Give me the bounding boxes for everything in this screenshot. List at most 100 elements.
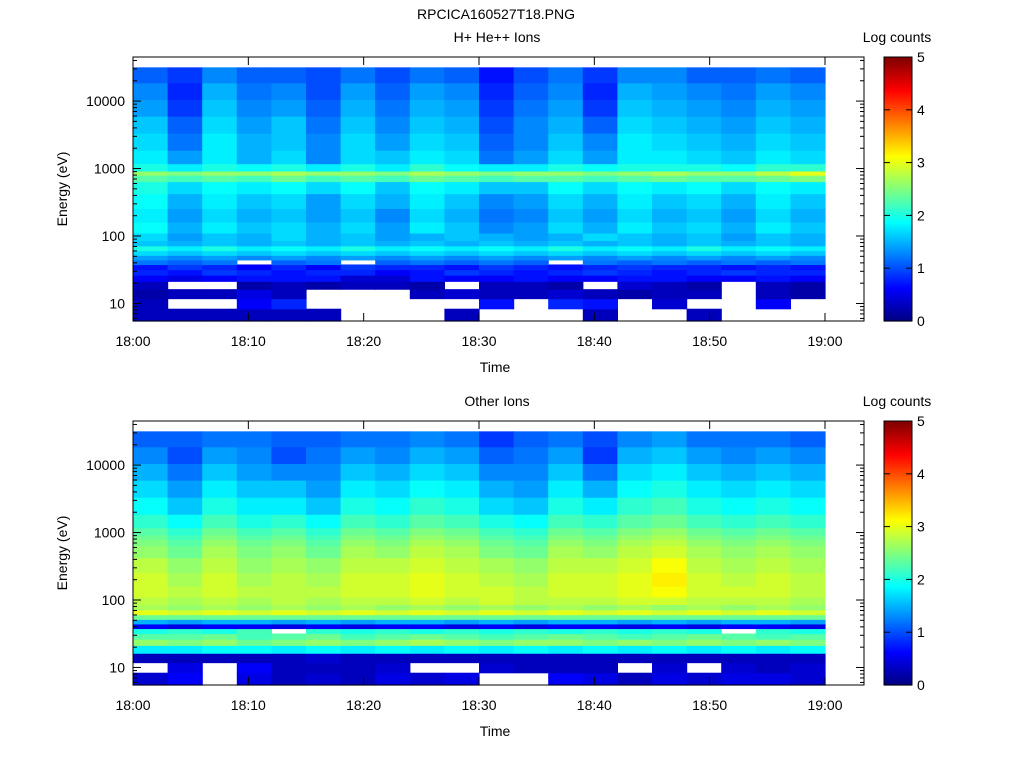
- heatmap-cell: [548, 497, 584, 515]
- heatmap-cell: [479, 609, 515, 616]
- heatmap-cell: [236, 623, 272, 630]
- heatmap-cell: [167, 82, 203, 101]
- heatmap-cells: [133, 431, 826, 686]
- colorbar-segment: [884, 169, 912, 172]
- heatmap-cell: [582, 193, 618, 209]
- colorbar-segment: [884, 507, 912, 510]
- heatmap-cell: [652, 446, 688, 465]
- heatmap-cell: [409, 619, 445, 625]
- heatmap-cell: [444, 586, 480, 598]
- heatmap-cell: [790, 245, 826, 252]
- heatmap-cell: [167, 639, 203, 646]
- heatmap-cell: [652, 628, 688, 635]
- x-tick-label: 19:00: [807, 697, 842, 713]
- heatmap-cell: [686, 250, 722, 256]
- heatmap-cell: [444, 653, 480, 664]
- heatmap-cell: [790, 431, 826, 448]
- colorbar-segment: [884, 623, 912, 626]
- heatmap-cell: [617, 222, 653, 234]
- heatmap-cell: [686, 133, 722, 151]
- colorbar-segment: [884, 167, 912, 170]
- heatmap-cell: [409, 572, 445, 587]
- heatmap-cell: [340, 633, 376, 640]
- heatmap-cell: [409, 232, 445, 241]
- colorbar-segment: [884, 237, 912, 240]
- heatmap-cell: [340, 163, 376, 172]
- heatmap-cell: [306, 604, 342, 611]
- heatmap-cell: [306, 619, 342, 625]
- heatmap-cell: [582, 222, 618, 234]
- heatmap-cell: [548, 269, 584, 276]
- colorbar-segment: [884, 431, 912, 434]
- colorbar-segment: [884, 553, 912, 556]
- colorbar-ticks: 0 1 2 3 4 5: [884, 413, 925, 693]
- heatmap-cell: [790, 545, 826, 559]
- colorbar-segment: [884, 629, 912, 632]
- heatmap-cell: [167, 275, 203, 282]
- x-tick-label: 19:00: [807, 333, 842, 349]
- heatmap-cell: [375, 545, 411, 559]
- heatmap-cell: [548, 639, 584, 646]
- heatmap-cell: [236, 534, 272, 540]
- heatmap-cell: [133, 308, 169, 322]
- heatmap-cell: [513, 170, 549, 176]
- colorbar-tick-label: 2: [917, 207, 925, 223]
- heatmap-cell: [375, 240, 411, 247]
- heatmap-cell: [375, 163, 411, 172]
- colorbar-segment: [884, 677, 912, 680]
- heatmap-cell: [582, 269, 618, 276]
- heatmap-cell: [271, 281, 307, 290]
- heatmap-cell: [582, 298, 618, 310]
- heatmap-cell: [133, 298, 169, 310]
- heatmap-cell: [236, 480, 272, 498]
- heatmap-cell: [790, 289, 826, 300]
- heatmap-cell: [617, 514, 653, 529]
- heatmap-cell: [202, 557, 238, 573]
- heatmap-cell: [617, 259, 653, 266]
- heatmap-cell: [479, 289, 515, 300]
- colorbar-segment: [884, 77, 912, 80]
- heatmap-cell: [202, 645, 238, 654]
- colorbar-segment: [884, 607, 912, 610]
- heatmap-cell: [652, 645, 688, 654]
- heatmap-cell: [202, 604, 238, 611]
- heatmap-cell: [548, 645, 584, 654]
- heatmap-cell: [444, 572, 480, 587]
- heatmap-cell: [790, 609, 826, 616]
- heatmap-cell: [271, 619, 307, 625]
- heatmap-cell: [721, 653, 757, 664]
- x-tick-label: 18:00: [115, 333, 150, 349]
- colorbar-segment: [884, 653, 912, 656]
- colorbar-segment: [884, 243, 912, 246]
- heatmap-cell: [236, 116, 272, 134]
- colorbar-segment: [884, 453, 912, 456]
- heatmap-cell: [133, 245, 169, 252]
- y-tick-label: 100: [102, 228, 126, 244]
- colorbar-segment: [884, 597, 912, 600]
- heatmap-cell: [721, 633, 757, 640]
- heatmap-cell: [271, 163, 307, 172]
- heatmap-cell: [721, 269, 757, 276]
- colorbar-segment: [884, 631, 912, 634]
- heatmap-cell: [582, 232, 618, 241]
- heatmap-cell: [755, 240, 791, 247]
- heatmap-cell: [340, 619, 376, 625]
- heatmap-cell: [790, 497, 826, 515]
- heatmap-cell: [513, 250, 549, 256]
- heatmap-cell: [582, 82, 618, 101]
- heatmap-cell: [202, 609, 238, 616]
- heatmap-cell: [340, 527, 376, 536]
- heatmap-cell: [133, 514, 169, 529]
- heatmap-cell: [340, 250, 376, 256]
- colorbar-segment: [884, 659, 912, 662]
- heatmap-cell: [755, 545, 791, 559]
- heatmap-cell: [617, 539, 653, 547]
- colorbar-segment: [884, 229, 912, 232]
- heatmap-cell: [582, 596, 618, 605]
- colorbar-segment: [884, 681, 912, 684]
- heatmap-cell: [409, 208, 445, 223]
- heatmap-cell: [133, 623, 169, 630]
- colorbar-segment: [884, 503, 912, 506]
- colorbar-segment: [884, 569, 912, 572]
- colorbar-segment: [884, 263, 912, 266]
